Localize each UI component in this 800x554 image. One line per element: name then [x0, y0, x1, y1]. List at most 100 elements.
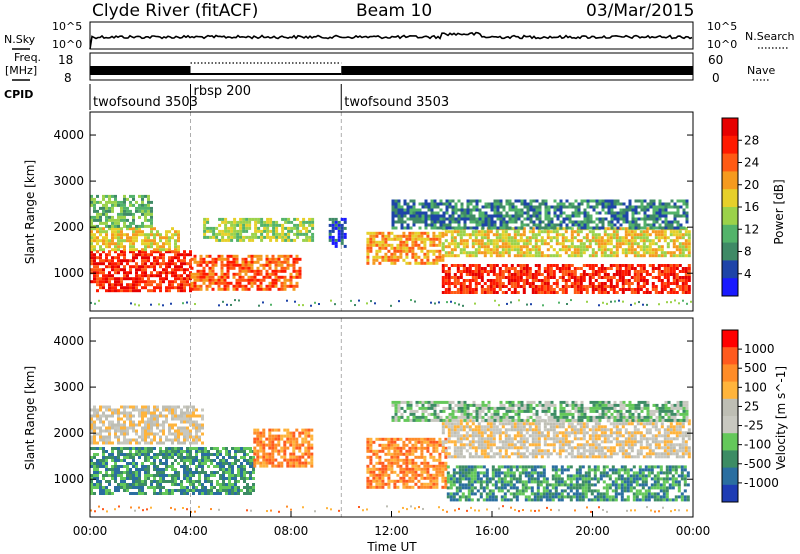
cell-0: [228, 468, 231, 471]
cell-1: [190, 287, 194, 291]
cell-1: [132, 438, 135, 442]
cell-5: [399, 249, 403, 253]
cell-1: [232, 260, 236, 264]
cell-6: [465, 267, 469, 270]
cell-8: [547, 214, 551, 218]
cell-2: [292, 455, 296, 459]
cell-8: [496, 202, 500, 206]
cell-6: [537, 267, 541, 270]
cell-7: [561, 248, 565, 252]
cell-8: [616, 211, 620, 215]
cell-3: [111, 209, 114, 213]
cell-2: [292, 464, 296, 468]
cell-0: [141, 486, 144, 489]
cell-4: [257, 220, 261, 224]
cell-0: [162, 480, 165, 483]
cell-1: [117, 408, 120, 412]
cell-8: [472, 208, 476, 212]
cell-8: [421, 205, 425, 209]
cell-2: [177, 239, 180, 243]
cell-8: [403, 211, 407, 215]
cell-8: [580, 211, 584, 215]
cell-0: [216, 456, 219, 459]
colorbar-tick-label-3: 16: [744, 200, 759, 214]
cell-1: [93, 411, 96, 415]
cell-6: [633, 291, 637, 294]
cell-0: [153, 489, 156, 492]
cell-0: [99, 462, 102, 465]
cell-7: [525, 236, 529, 240]
cell-0: [96, 468, 99, 471]
cell-1: [114, 426, 117, 430]
cell-7: [555, 236, 559, 240]
cell-3: [366, 470, 370, 474]
cell-8: [514, 208, 518, 212]
cell-0: [90, 489, 93, 492]
cell-0: [147, 474, 150, 477]
cell-1: [271, 278, 275, 282]
ground-scatter: [542, 304, 544, 307]
cell-4: [239, 235, 243, 239]
cell-1: [292, 257, 296, 261]
cell-4: [209, 229, 213, 233]
cell-3: [366, 446, 370, 450]
cell-6: [663, 285, 667, 288]
cell-0: [168, 250, 171, 254]
cell-0: [123, 253, 126, 257]
cell-3: [384, 467, 388, 471]
cell-8: [556, 202, 560, 206]
cell-6: [516, 264, 520, 267]
cell-1: [226, 269, 230, 273]
cell-0: [105, 492, 108, 495]
cell-4: [272, 226, 276, 230]
cell-4: [203, 217, 207, 221]
cell-8: [649, 205, 653, 209]
cell-4: [278, 235, 282, 239]
cell-4: [245, 229, 249, 233]
cell-5: [378, 243, 382, 247]
cell-3: [90, 218, 93, 222]
cell-5: [387, 255, 391, 259]
ground-scatter: [530, 303, 532, 306]
cell-1: [259, 284, 263, 288]
cell-4: [284, 232, 288, 236]
cell-2: [141, 239, 144, 243]
cell-4: [281, 232, 285, 236]
cell-8: [526, 208, 530, 212]
cell-1: [289, 272, 293, 276]
cell-4: [242, 238, 246, 242]
cell-7: [663, 254, 667, 258]
cell-3: [366, 485, 370, 489]
cell-8: [427, 217, 431, 221]
cell-1: [138, 441, 141, 445]
cell-1: [280, 254, 284, 258]
cell-1: [259, 269, 263, 273]
cell-1: [208, 281, 212, 285]
cell-6: [639, 273, 643, 276]
cell-8: [622, 211, 626, 215]
cell-6: [624, 288, 628, 291]
cell-1: [120, 441, 123, 445]
cell-6: [468, 267, 472, 270]
cell-8: [448, 214, 452, 218]
cell-4: [215, 232, 219, 236]
cell-7: [552, 254, 556, 258]
cell-6: [492, 267, 496, 270]
cell-8: [442, 223, 446, 227]
cell-2: [265, 452, 269, 456]
cell-6: [591, 273, 595, 276]
cell-0: [201, 450, 204, 453]
cell-7: [462, 251, 466, 255]
cell-1: [211, 263, 215, 267]
cell-6: [444, 264, 448, 267]
cell-2: [132, 239, 135, 243]
cell-7: [450, 230, 454, 234]
cell-0: [249, 477, 252, 480]
colorbar-tick-label-0: 4: [744, 267, 752, 281]
cell-0: [138, 486, 141, 489]
cell-5: [372, 243, 376, 247]
cell-0: [102, 450, 105, 453]
cell-7: [483, 251, 487, 255]
cell-1: [147, 426, 150, 430]
cell-1: [274, 281, 278, 285]
